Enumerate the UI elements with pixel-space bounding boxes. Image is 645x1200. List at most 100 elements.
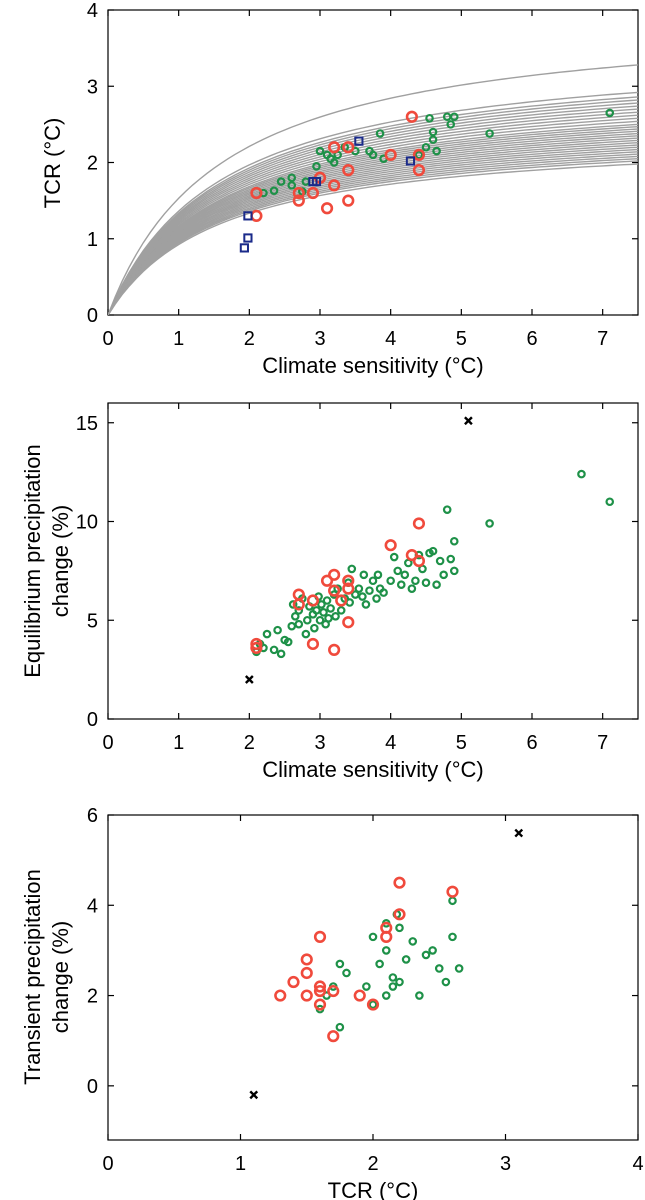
data-point-red [327,1030,340,1043]
data-point-green [421,950,431,960]
data-point-green [386,576,395,586]
data-point-red [405,110,418,123]
data-point-red [313,998,327,1011]
data-point-red [320,202,334,215]
x-tick-label: 2 [244,732,255,754]
data-point-green [605,108,615,118]
data-point-red [342,574,355,587]
model-curve [108,146,638,315]
model-curve [108,117,638,315]
marks [244,416,615,684]
data-point-red [353,989,366,1002]
data-point-green [335,959,345,969]
data-point-green [421,142,431,152]
data-point-cross [249,1090,259,1100]
data-point-red [250,641,263,655]
data-point-green [287,173,297,183]
chart-panel-1: 0 1 2 3 4 5 6 7 0 1 2 3 4 Climate sensitivity (°C) TCR… [40,0,639,378]
data-point-red [328,179,341,192]
y-tick-label: 0 [87,709,98,731]
marks [249,828,524,1100]
data-point-green [407,584,417,593]
data-point-red [306,594,320,607]
data-point-red [412,517,426,530]
data-point-red [292,598,305,611]
y-tick-label: 4 [87,895,98,917]
x-tick-label: 6 [526,328,537,350]
model-curve [108,137,638,315]
data-point-green [442,505,452,514]
data-point-green [331,611,340,621]
data-point-green [415,991,424,1000]
data-point-green [400,570,410,580]
data-point-green [448,896,457,906]
data-point-green [287,621,297,631]
plot-frame [107,814,639,1141]
data-point-green [329,158,339,167]
x-tick-label: 3 [500,1153,511,1175]
y-axis-label-line: Transient precipitation [20,869,45,1085]
data-point-green [269,645,279,655]
x-axis-label: Climate sensitivity (°C) [262,353,484,378]
data-point-green [421,578,431,588]
model-curve [108,102,638,315]
x-tick-label: 7 [597,328,608,350]
data-point-red [327,984,340,998]
y-axis-label-line: change (%) [48,505,73,618]
data-point-red [313,980,327,993]
data-point-red [342,194,355,207]
data-point-green [441,977,451,987]
model-curve [108,128,638,315]
y-tick-label: 15 [76,413,98,435]
data-point-red [328,568,341,581]
model-curve [108,163,638,315]
data-point-green [605,497,615,507]
data-point-green [414,150,424,160]
model-curve [108,108,638,315]
data-point-green [315,146,325,156]
data-point-green [368,932,378,942]
data-point-green [302,615,312,625]
data-point-green [411,576,420,586]
model-curve [108,126,638,315]
data-point-green [435,556,445,566]
data-point-green [428,127,438,137]
data-point-blue [311,176,322,187]
data-point-red [292,186,305,200]
data-point-green [373,570,383,580]
marks [108,64,638,315]
y-tick-label: 0 [87,305,98,327]
data-point-green [290,611,300,621]
y-tick-label: 6 [87,805,98,827]
data-point-green [372,594,381,603]
data-point-green [577,469,586,479]
data-point-red [342,616,355,629]
data-point-green [428,546,438,556]
data-point-green [336,606,346,615]
data-point-green [449,112,459,122]
data-point-red [335,594,348,607]
data-point-green [449,536,459,546]
x-tick-label: 7 [597,732,608,754]
y-axis-label: Equilibrium precipitation change (%) [20,444,73,678]
data-point-red [250,186,263,200]
data-point-blue [239,243,249,253]
model-curve [108,111,638,315]
data-point-red [306,186,320,200]
data-point-green [288,600,298,609]
y-tick-label: 5 [87,610,98,632]
data-point-green [315,615,325,625]
data-point-green [381,991,391,1000]
data-point-green [428,946,437,955]
y-tick-label: 2 [87,153,98,175]
x-tick-label: 1 [173,328,184,350]
model-curve [108,91,638,315]
data-point-green [395,977,404,987]
data-point-green [448,932,457,942]
data-point-green [388,973,398,982]
data-point-red [342,164,355,177]
x-tick-label: 5 [456,732,467,754]
data-point-green [317,600,326,609]
data-point-green [446,554,456,564]
